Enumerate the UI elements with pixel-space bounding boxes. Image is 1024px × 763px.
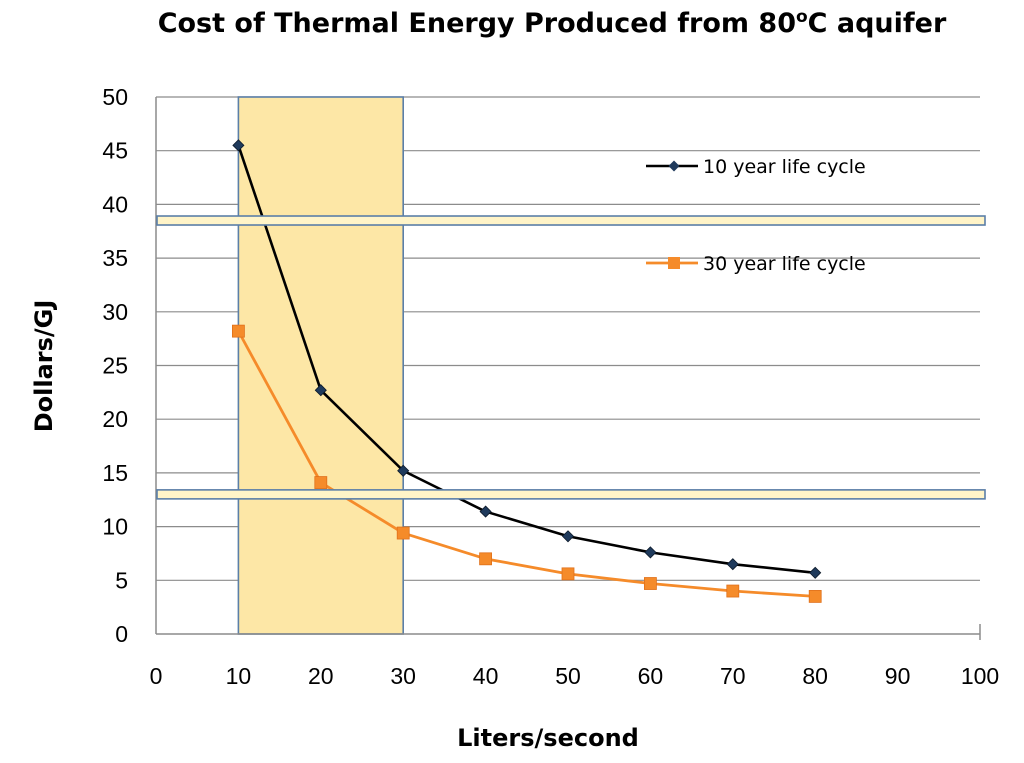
y-tick-label-0: 0 xyxy=(115,621,128,647)
x-tick-label-100: 100 xyxy=(961,663,999,689)
highlight-band-2 xyxy=(156,489,986,500)
point-30-year-x80 xyxy=(808,590,822,603)
axes xyxy=(155,97,981,640)
point-10-year-x70 xyxy=(726,558,739,571)
y-tick-label-40: 40 xyxy=(102,191,128,217)
point-30-year-x50 xyxy=(561,567,575,581)
point-30-year-x10 xyxy=(231,324,245,338)
point-10-year-x40 xyxy=(479,505,492,518)
y-tick-label-5: 5 xyxy=(115,567,128,593)
y-axis-title: Dollars/GJ xyxy=(30,300,58,433)
y-tick-label-50: 50 xyxy=(102,84,128,110)
legend-label-30-year: 30 year life cycle xyxy=(703,253,866,275)
chart-title: Cost of Thermal Energy Produced from 80o… xyxy=(158,7,947,39)
highlight-region xyxy=(237,96,404,635)
point-30-year-x60 xyxy=(644,577,657,590)
y-tick-label-20: 20 xyxy=(102,406,128,432)
point-30-year-x20 xyxy=(314,476,328,489)
chart-title-end: C aquifer xyxy=(808,8,947,39)
point-10-year-x20 xyxy=(314,384,327,397)
y-tick-label-30: 30 xyxy=(102,299,128,325)
point-10-year-x10 xyxy=(232,139,245,152)
series-line-10-year xyxy=(237,144,816,575)
x-tick-label-50: 50 xyxy=(555,663,581,689)
point-10-year-x60 xyxy=(644,546,657,559)
y-tick-label-25: 25 xyxy=(102,353,128,379)
chart-title-superscript: o xyxy=(796,7,808,27)
x-tick-label-20: 20 xyxy=(308,663,334,689)
legend: 10 year life cycle 30 year life cycle xyxy=(646,156,866,275)
x-tick-label-70: 70 xyxy=(720,663,746,689)
x-tick-label-80: 80 xyxy=(802,663,828,689)
x-tick-label-30: 30 xyxy=(390,663,416,689)
y-tick-label-45: 45 xyxy=(102,138,128,164)
highlight-band-1 xyxy=(156,215,986,226)
x-tick-label-10: 10 xyxy=(226,663,252,689)
point-30-year-x70 xyxy=(726,584,740,598)
point-10-year-x50 xyxy=(561,530,575,543)
point-30-year-x30 xyxy=(396,526,410,540)
legend-marker-10-year xyxy=(668,160,680,172)
legend-entry-10-year: 10 year life cycle xyxy=(646,156,866,178)
x-tick-label-90: 90 xyxy=(885,663,911,689)
legend-entry-30-year: 30 year life cycle xyxy=(646,253,866,275)
highlight-bands xyxy=(156,215,986,500)
point-30-year-x40 xyxy=(479,552,493,566)
y-tick-label-35: 35 xyxy=(102,245,128,271)
chart-title-main: Cost of Thermal Energy Produced from 80 xyxy=(158,8,796,39)
y-tick-label-10: 10 xyxy=(102,514,128,540)
legend-label-10-year: 10 year life cycle xyxy=(703,156,866,178)
tick-labels: 0 5 10 15 20 25 30 35 40 45 50 0 10 20 30 40 50 60 70 80 90 1… xyxy=(102,84,999,689)
x-tick-label-60: 60 xyxy=(638,663,664,689)
highlight-x-range xyxy=(237,96,404,635)
point-10-year-x30 xyxy=(397,464,410,477)
x-tick-label-40: 40 xyxy=(473,663,499,689)
legend-marker-30-year xyxy=(668,257,680,269)
point-10-year-x80 xyxy=(809,566,822,579)
y-tick-label-15: 15 xyxy=(102,460,128,486)
x-tick-label-0: 0 xyxy=(150,663,163,689)
x-axis-title: Liters/second xyxy=(457,724,639,752)
